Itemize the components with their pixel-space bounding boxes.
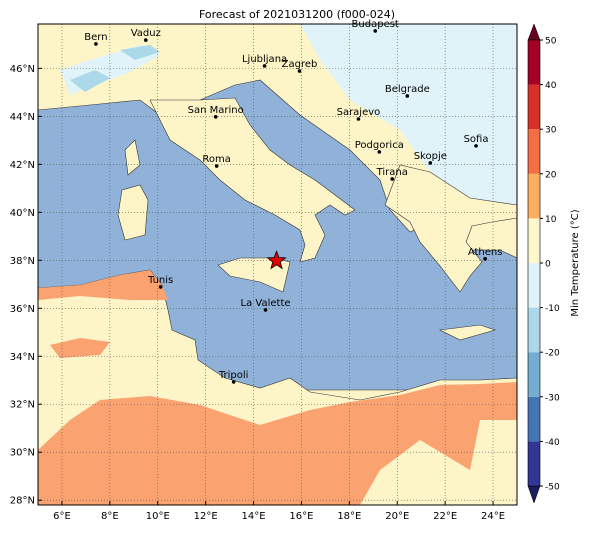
city-dot xyxy=(390,177,395,181)
colorbar-tick-label: 10 xyxy=(545,215,557,225)
location-star xyxy=(266,250,287,270)
colorbar-tick-label: 20 xyxy=(545,170,557,180)
city-dot xyxy=(214,164,219,168)
colorbar-tick-label: -30 xyxy=(545,393,560,403)
colorbar-bin xyxy=(528,396,540,442)
city-dot xyxy=(405,94,410,98)
corsica xyxy=(124,139,141,176)
cold-region xyxy=(70,70,110,92)
y-tick-label: 42°N xyxy=(10,160,35,171)
colorbar-tick-label: -10 xyxy=(545,304,560,314)
colorbar-tick-label: -20 xyxy=(545,349,560,359)
city-label: Skopje xyxy=(414,151,447,162)
x-tick-label: 6°E xyxy=(53,511,71,522)
x-tick-label: 18°E xyxy=(337,511,361,522)
city-dot xyxy=(231,380,236,384)
colorbar-bin xyxy=(528,441,540,486)
colorbar-bin xyxy=(528,129,540,174)
colorbar-tick-label: -50 xyxy=(545,483,560,493)
y-tick-label: 44°N xyxy=(10,112,35,123)
colorbar-bin xyxy=(528,307,540,353)
colorbar: -50 -40 -30 -20 -10 0 10 20 30 40 50 xyxy=(527,37,560,493)
graticule: 6°E 8°E 10°E 12°E 14°E 16°E 18°E 20°E 22°E 24°E 28… xyxy=(10,24,517,522)
city-label: Roma xyxy=(202,154,231,165)
colorbar-tick-label: -40 xyxy=(545,438,560,448)
colorbar-bin xyxy=(528,352,540,397)
x-tick-label: 8°E xyxy=(101,511,119,522)
y-tick-label: 36°N xyxy=(10,304,35,315)
colorbar-bin xyxy=(528,84,540,130)
x-tick-label: 22°E xyxy=(433,511,457,522)
colorbar-label: Min Temperature (°C) xyxy=(570,209,581,316)
colorbar-tick-label: 50 xyxy=(545,37,557,47)
city-label: San Marino xyxy=(188,105,244,116)
italy xyxy=(149,97,356,263)
x-tick-label: 24°E xyxy=(481,511,505,522)
y-tick-label: 34°N xyxy=(10,352,35,363)
y-tick-label: 32°N xyxy=(10,400,35,411)
colorbar-bin xyxy=(528,263,540,308)
city-dot xyxy=(377,150,382,154)
colorbar-bin xyxy=(528,173,540,219)
cold-region xyxy=(120,45,160,60)
city-dot xyxy=(373,29,378,33)
x-tick-label: 10°E xyxy=(146,511,170,522)
city-dot xyxy=(297,69,302,73)
city-dot xyxy=(356,117,361,121)
city-dot xyxy=(483,257,487,261)
city-label: Tirana xyxy=(376,167,408,178)
greece xyxy=(384,164,517,293)
y-tick-label: 46°N xyxy=(10,64,35,75)
x-tick-label: 12°E xyxy=(194,511,218,522)
city-dot xyxy=(213,115,218,119)
city-label: La Valette xyxy=(241,298,291,309)
x-tick-label: 16°E xyxy=(289,511,313,522)
city-label: Sarajevo xyxy=(337,107,381,118)
y-tick-label: 40°N xyxy=(10,208,35,219)
city-label: Belgrade xyxy=(385,84,430,95)
city-dot xyxy=(474,144,478,148)
y-tick-label: 38°N xyxy=(10,256,35,267)
warm-coast xyxy=(38,270,168,300)
colorbar-tick-label: 40 xyxy=(545,81,557,91)
city-label: Sofia xyxy=(464,134,489,145)
city-dot xyxy=(428,161,433,165)
city-dot xyxy=(262,64,267,68)
x-tick-label: 14°E xyxy=(242,511,266,522)
map-frame xyxy=(37,23,518,506)
y-tick-label: 28°N xyxy=(10,496,35,507)
warm-region xyxy=(50,338,110,358)
city-label: Athens xyxy=(468,247,503,258)
city-label: Ljubljana xyxy=(242,54,287,65)
sardinia xyxy=(117,184,149,241)
cool-region xyxy=(300,24,517,205)
city-label: Bern xyxy=(84,32,107,43)
city-label: Vaduz xyxy=(131,28,161,39)
colorbar-bin xyxy=(528,40,540,85)
city-label: Podgorica xyxy=(355,140,404,151)
colorbar-extend-bottom xyxy=(527,485,541,504)
city-dot xyxy=(143,38,148,42)
title: Forecast of 2021031200 (f000-024) xyxy=(199,8,395,21)
colorbar-tick-label: 30 xyxy=(545,126,557,136)
colorbar-bin xyxy=(528,218,540,263)
city-label: Tripoli xyxy=(218,370,249,381)
city-label: Tunis xyxy=(147,275,173,286)
crete xyxy=(438,324,497,341)
colorbar-tick-label: 0 xyxy=(545,260,551,270)
colorbar-extend-top xyxy=(527,23,541,41)
cities: Bern VaduzBudapestLjubljanaZagrebBelgrade… xyxy=(84,19,502,384)
city-dot xyxy=(263,308,268,312)
city-dot xyxy=(158,285,163,289)
city-label: Zagreb xyxy=(282,59,318,70)
x-tick-label: 20°E xyxy=(385,511,409,522)
city-dot xyxy=(94,42,98,46)
y-tick-label: 30°N xyxy=(10,448,35,459)
